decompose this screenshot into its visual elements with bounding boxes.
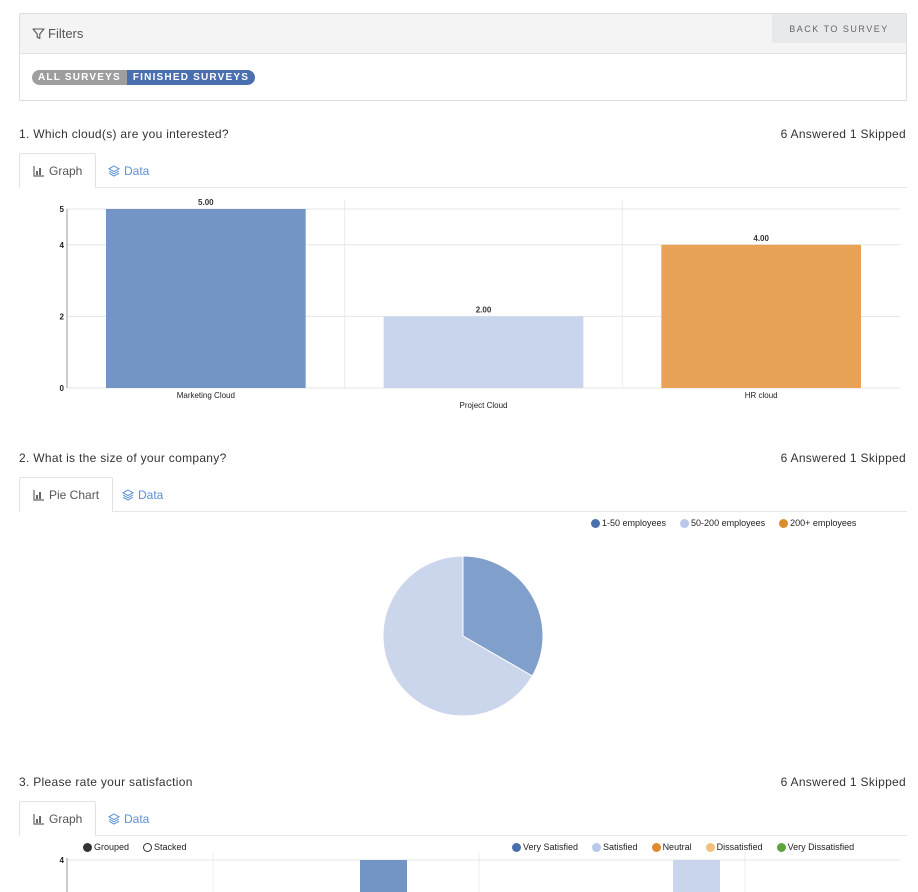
x-tick-label: Marketing Cloud	[177, 391, 235, 400]
bar-chart-icon	[33, 489, 44, 501]
legend-item-neutral[interactable]: Neutral	[651, 842, 692, 852]
legend-label: Very Satisfied	[523, 842, 579, 852]
legend-item-dissatisfied[interactable]: Dissatisfied	[705, 842, 763, 852]
legend-item-very-dissatisfied[interactable]: Very Dissatisfied	[776, 842, 855, 852]
question-3-tabs: Graph Data	[19, 801, 907, 836]
stacked-option[interactable]: Stacked	[143, 842, 187, 852]
y-tick-label: 2	[60, 312, 65, 321]
grouped-label: Grouped	[94, 842, 130, 852]
layers-icon	[108, 164, 120, 177]
radio-unselected-icon	[143, 842, 153, 852]
tab-data[interactable]: Data	[109, 477, 176, 512]
y-tick-label: 4	[60, 241, 65, 250]
question-2-title: 2. What is the size of your company?	[19, 451, 227, 465]
tab-data-label: Data	[124, 811, 150, 826]
question-1-title: 1. Which cloud(s) are you interested?	[19, 127, 229, 141]
legend-label: Satisfied	[603, 842, 638, 852]
filters-header: Filters BACK TO SURVEY	[20, 14, 906, 54]
question-1-stats: 6 Answered 1 Skipped	[780, 127, 906, 141]
legend-label: 200+ employees	[790, 518, 857, 528]
legend-dot	[680, 518, 690, 528]
pie-legend: 1-50 employees 50-200 employees 200+ emp…	[591, 518, 856, 528]
legend-dot	[512, 842, 521, 852]
bar	[106, 209, 306, 388]
filters-panel: Filters BACK TO SURVEY ALL SURVEYS FINIS…	[19, 13, 907, 101]
bar	[673, 860, 720, 892]
y-tick-label: 4	[60, 856, 65, 865]
question-2-pie-chart	[382, 555, 544, 717]
legend-dot	[591, 518, 600, 528]
tab-graph[interactable]: Graph	[19, 801, 97, 836]
bar-value-label: 2.00	[476, 305, 492, 314]
satisfaction-legend: Very Satisfied Satisfied Neutral Dissati…	[512, 842, 854, 852]
tab-data[interactable]: Data	[95, 801, 162, 836]
question-3-bar-chart: 4	[60, 852, 900, 892]
tab-pie-chart[interactable]: Pie Chart	[19, 477, 114, 512]
question-1-bar-chart: 0 2 4 5 5.00 Marketing Cloud 2.00 Project Cloud…	[60, 198, 900, 410]
y-tick-label: 5	[60, 205, 65, 214]
tab-data-label: Data	[124, 163, 150, 178]
bar	[360, 860, 407, 892]
bar-value-label: 5.00	[198, 198, 214, 207]
legend-item-200-plus[interactable]: 200+ employees	[779, 518, 856, 528]
legend-dot	[592, 842, 602, 852]
legend-label: Neutral	[662, 842, 692, 852]
bar	[383, 316, 584, 388]
legend-label: Very Dissatisfied	[787, 842, 855, 852]
tab-graph[interactable]: Graph	[19, 153, 97, 188]
filters-toggle[interactable]: Filters	[32, 26, 83, 41]
x-tick-label: HR cloud	[745, 391, 778, 400]
filter-icon	[32, 28, 45, 40]
legend-item-50-200[interactable]: 50-200 employees	[680, 518, 765, 528]
finished-surveys-button[interactable]: FINISHED SURVEYS	[126, 70, 256, 85]
legend-item-1-50[interactable]: 1-50 employees	[591, 518, 666, 528]
bar-value-label: 4.00	[753, 234, 769, 243]
legend-item-satisfied[interactable]: Satisfied	[592, 842, 638, 852]
filters-label: Filters	[48, 26, 84, 41]
grouped-option[interactable]: Grouped	[83, 842, 129, 852]
bar-chart-icon	[33, 813, 44, 825]
legend-label: 50-200 employees	[691, 518, 766, 528]
question-3-title: 3. Please rate your satisfaction	[19, 775, 193, 789]
legend-label: Dissatisfied	[716, 842, 763, 852]
tab-graph-label: Graph	[49, 163, 83, 178]
all-surveys-button[interactable]: ALL SURVEYS	[32, 70, 127, 85]
bar-chart-icon	[33, 165, 44, 177]
back-to-survey-button[interactable]: BACK TO SURVEY	[772, 14, 906, 43]
legend-dot	[779, 518, 789, 528]
x-tick-label: Project Cloud	[459, 401, 507, 410]
radio-selected-icon	[83, 842, 92, 852]
legend-label: 1-50 employees	[602, 518, 667, 528]
question-3-stats: 6 Answered 1 Skipped	[780, 775, 906, 789]
tab-graph-label: Graph	[49, 811, 83, 826]
stacked-label: Stacked	[154, 842, 187, 852]
legend-dot	[651, 842, 661, 852]
question-2-stats: 6 Answered 1 Skipped	[780, 451, 906, 465]
y-tick-label: 0	[60, 384, 65, 393]
layers-icon	[108, 812, 120, 825]
pie-slice	[382, 555, 533, 717]
tab-data-label: Data	[138, 487, 164, 502]
legend-dot	[776, 842, 786, 852]
legend-item-very-satisfied[interactable]: Very Satisfied	[512, 842, 578, 852]
tab-data[interactable]: Data	[95, 153, 162, 188]
tab-pie-chart-label: Pie Chart	[49, 487, 100, 502]
survey-filter-toggle: ALL SURVEYS FINISHED SURVEYS	[32, 70, 256, 85]
question-2-tabs: Pie Chart Data	[19, 477, 907, 512]
legend-dot	[705, 842, 715, 852]
bar	[661, 244, 861, 388]
question-1-tabs: Graph Data	[19, 153, 907, 188]
layers-icon	[122, 488, 134, 501]
chart-mode-selector: Grouped Stacked	[83, 842, 187, 852]
pie-slice	[462, 555, 544, 677]
